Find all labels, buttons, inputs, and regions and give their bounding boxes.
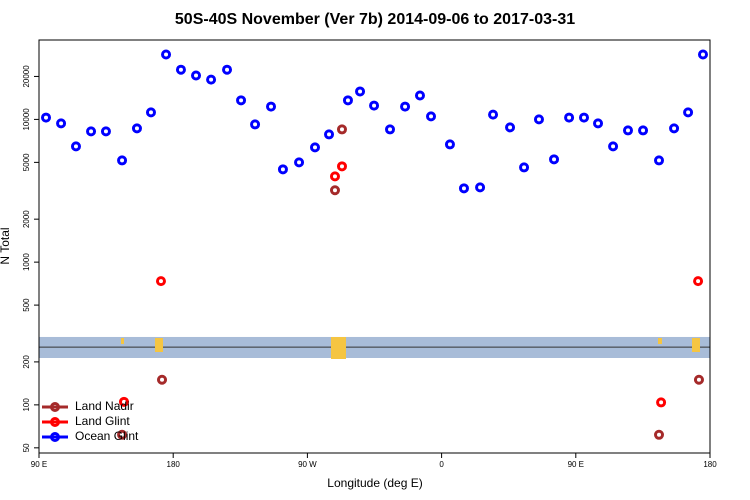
data-point xyxy=(669,123,680,134)
data-point xyxy=(336,161,347,172)
x-tick-label: 180 xyxy=(703,460,717,469)
legend-marker xyxy=(50,432,60,442)
y-tick-label: 50 xyxy=(22,443,31,452)
land-shape xyxy=(331,337,346,359)
y-tick-label: 1000 xyxy=(22,253,31,271)
data-point xyxy=(56,118,67,129)
data-point xyxy=(549,154,560,165)
data-point xyxy=(458,183,469,194)
legend-marker xyxy=(50,402,60,412)
plot-frame xyxy=(38,39,711,454)
data-point xyxy=(145,107,156,118)
land-shape xyxy=(121,338,124,344)
data-point xyxy=(266,101,277,112)
data-point xyxy=(697,49,708,60)
data-point xyxy=(236,95,247,106)
data-point xyxy=(206,74,217,85)
data-point xyxy=(191,70,202,81)
data-point xyxy=(342,95,353,106)
y-tick-label: 100 xyxy=(22,398,31,412)
data-point xyxy=(656,397,667,408)
data-point xyxy=(638,125,649,136)
data-point xyxy=(488,109,499,120)
y-tick-label: 500 xyxy=(22,298,31,312)
data-point xyxy=(355,86,366,97)
data-point xyxy=(593,118,604,129)
x-axis-label: Longitude (deg E) xyxy=(327,476,422,490)
y-tick-label: 10000 xyxy=(22,108,31,131)
data-point xyxy=(519,162,530,173)
data-point xyxy=(70,141,81,152)
land-shape xyxy=(692,338,700,352)
data-point xyxy=(41,112,52,123)
data-point xyxy=(693,374,704,385)
x-tick-label: 90 W xyxy=(298,460,317,469)
data-point xyxy=(444,139,455,150)
y-axis-label: N Total xyxy=(0,227,12,264)
x-tick-label: 90 E xyxy=(568,460,584,469)
data-point xyxy=(175,64,186,75)
data-point xyxy=(683,107,694,118)
data-point xyxy=(336,124,347,135)
x-tick-label: 0 xyxy=(439,460,444,469)
data-point xyxy=(654,429,665,440)
data-point xyxy=(222,64,233,75)
data-point xyxy=(369,100,380,111)
data-point xyxy=(400,101,411,112)
data-point xyxy=(310,142,321,153)
data-point xyxy=(475,182,486,193)
legend-label: Land Glint xyxy=(75,414,130,428)
data-point xyxy=(155,276,166,287)
x-tick-label: 90 E xyxy=(31,460,47,469)
data-point xyxy=(100,126,111,137)
data-point xyxy=(329,171,340,182)
data-point xyxy=(654,155,665,166)
data-point xyxy=(385,124,396,135)
data-point xyxy=(622,125,633,136)
y-tick-label: 5000 xyxy=(22,153,31,171)
legend-marker xyxy=(50,417,60,427)
x-tick-label: 180 xyxy=(167,460,181,469)
y-tick-label: 200 xyxy=(22,355,31,369)
legend-label: Land Nadir xyxy=(75,399,134,413)
data-point xyxy=(564,112,575,123)
data-point xyxy=(505,122,516,133)
data-point xyxy=(86,126,97,137)
land-shape xyxy=(658,338,662,344)
data-point xyxy=(533,114,544,125)
legend-label: Ocean Glint xyxy=(75,429,139,443)
data-point xyxy=(117,429,128,440)
y-tick-label: 20000 xyxy=(22,65,31,88)
data-point xyxy=(329,185,340,196)
data-point xyxy=(608,141,619,152)
band-layer xyxy=(39,336,710,358)
y-tick-label: 2000 xyxy=(22,210,31,228)
land-shape xyxy=(155,338,163,352)
data-point xyxy=(117,155,128,166)
data-point xyxy=(161,49,172,60)
chart-title: 50S-40S November (Ver 7b) 2014-09-06 to … xyxy=(175,11,575,28)
data-point xyxy=(324,129,335,140)
data-point xyxy=(277,164,288,175)
data-point xyxy=(294,157,305,168)
land-decoration xyxy=(121,337,700,359)
data-point xyxy=(157,374,168,385)
data-point xyxy=(579,112,590,123)
data-point xyxy=(131,123,142,134)
data-point xyxy=(426,111,437,122)
data-point xyxy=(250,119,261,130)
data-point xyxy=(118,396,129,407)
data-point xyxy=(414,90,425,101)
data-point xyxy=(693,276,704,287)
